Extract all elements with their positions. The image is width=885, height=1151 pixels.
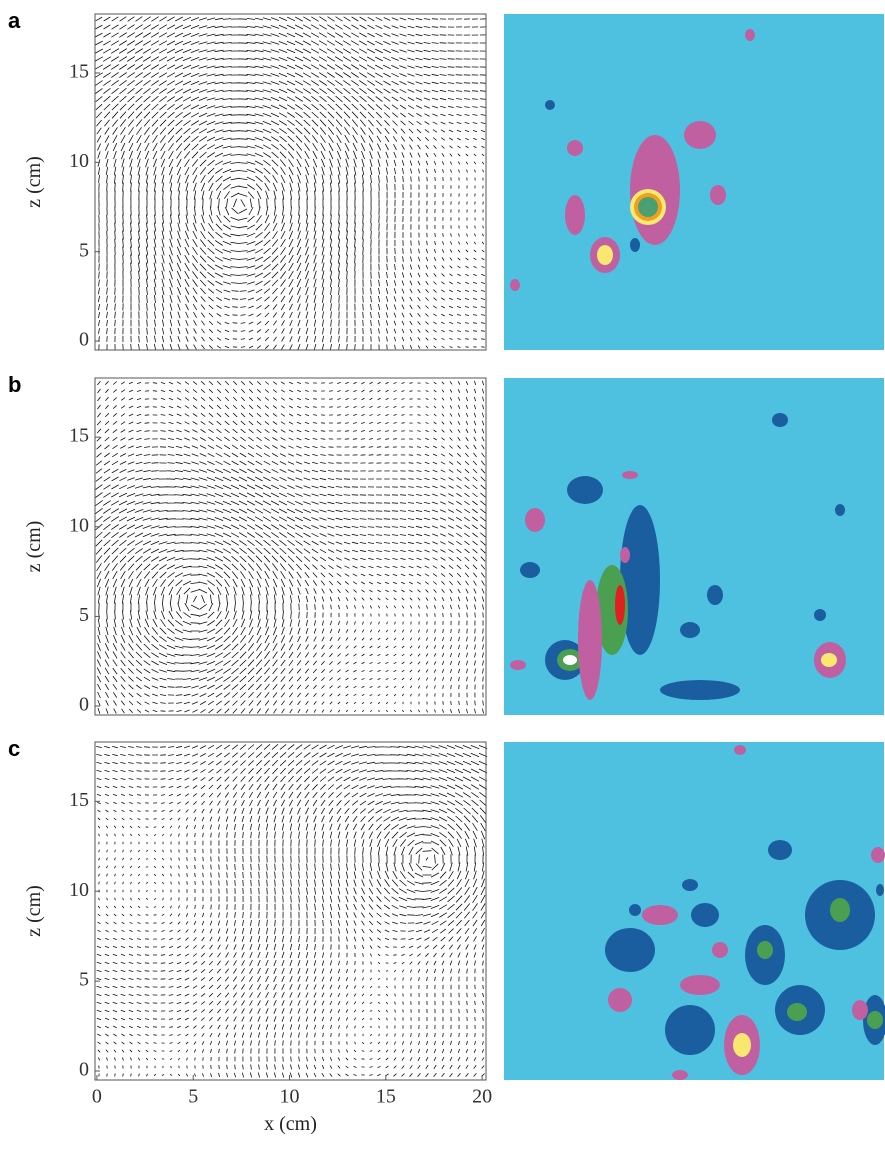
map-blob — [605, 928, 655, 972]
map-blob — [630, 135, 680, 245]
map-blob — [615, 585, 625, 625]
map-blob — [672, 1070, 688, 1080]
map-blob — [821, 653, 837, 667]
map-blob — [830, 898, 850, 922]
panel-label: c — [8, 736, 20, 761]
map-blob — [629, 904, 641, 916]
map-blob — [567, 140, 583, 156]
map-blob — [510, 279, 520, 291]
map-blob — [852, 1000, 868, 1020]
map-blob — [665, 1005, 715, 1055]
y-tick-label: 10 — [69, 514, 89, 536]
map-blob — [835, 504, 845, 516]
axes-frame — [94, 13, 487, 351]
y-tick-label: 15 — [69, 789, 89, 811]
map-blob — [620, 547, 630, 563]
y-axis-label: z (cm) — [23, 521, 45, 573]
panel-label: a — [8, 8, 21, 33]
map-blob — [620, 505, 660, 655]
map-blob — [733, 1033, 751, 1057]
map-blob — [520, 562, 540, 578]
x-tick-label: 10 — [280, 1086, 300, 1108]
map-blob — [578, 580, 602, 700]
axes-frame — [94, 741, 487, 1081]
x-tick-label: 20 — [472, 1086, 492, 1108]
y-tick-label: 10 — [69, 150, 89, 172]
map-blob — [867, 1011, 883, 1029]
map-blobs — [510, 413, 846, 700]
map-blob — [787, 1003, 807, 1021]
y-tick-label: 0 — [79, 329, 89, 351]
map-blob — [510, 660, 526, 670]
quiver-field — [94, 16, 487, 351]
map-blob — [772, 413, 788, 427]
y-tick-label: 5 — [79, 969, 89, 991]
map-blob — [691, 903, 719, 927]
map-blob — [563, 655, 577, 665]
map-blob — [682, 879, 698, 891]
map-blob — [608, 988, 632, 1012]
axes-frame — [94, 377, 487, 716]
map-blob — [712, 942, 728, 958]
y-tick-label: 15 — [69, 61, 89, 83]
map-blob — [565, 195, 585, 235]
map-blob — [684, 121, 716, 149]
map-blob — [597, 245, 613, 265]
x-axis-label: x (cm) — [264, 1113, 317, 1135]
map-blob — [638, 197, 658, 217]
map-blob — [707, 585, 723, 605]
y-tick-label: 5 — [79, 604, 89, 626]
map-blob — [567, 476, 603, 504]
quiver-field — [96, 743, 488, 1078]
map-blob — [660, 680, 740, 700]
map-blob — [630, 238, 640, 252]
y-tick-label: 0 — [79, 1059, 89, 1081]
map-blob — [622, 471, 638, 479]
map-blob — [871, 847, 885, 863]
y-tick-label: 15 — [69, 425, 89, 447]
y-axis-label: z (cm) — [23, 156, 45, 208]
map-blob — [680, 622, 700, 638]
x-tick-label: 0 — [92, 1086, 102, 1108]
map-background — [504, 14, 884, 350]
map-blob — [680, 975, 720, 995]
map-blobs — [605, 745, 885, 1080]
map-blob — [757, 941, 773, 959]
map-blob — [545, 100, 555, 110]
map-blobs — [510, 29, 755, 291]
map-blob — [710, 185, 726, 205]
map-blob — [876, 884, 884, 896]
y-axis-label: z (cm) — [23, 885, 45, 937]
map-blob — [734, 745, 746, 755]
y-tick-label: 5 — [79, 239, 89, 261]
map-blob — [642, 905, 678, 925]
map-blob — [745, 29, 755, 41]
panel-label: b — [8, 372, 21, 397]
x-tick-label: 5 — [188, 1086, 198, 1108]
map-blob — [525, 508, 545, 532]
map-blob — [768, 840, 792, 860]
quiver-field — [95, 380, 486, 714]
map-blob — [814, 609, 826, 621]
y-tick-label: 0 — [79, 694, 89, 716]
y-tick-label: 10 — [69, 879, 89, 901]
x-tick-label: 15 — [376, 1086, 396, 1108]
